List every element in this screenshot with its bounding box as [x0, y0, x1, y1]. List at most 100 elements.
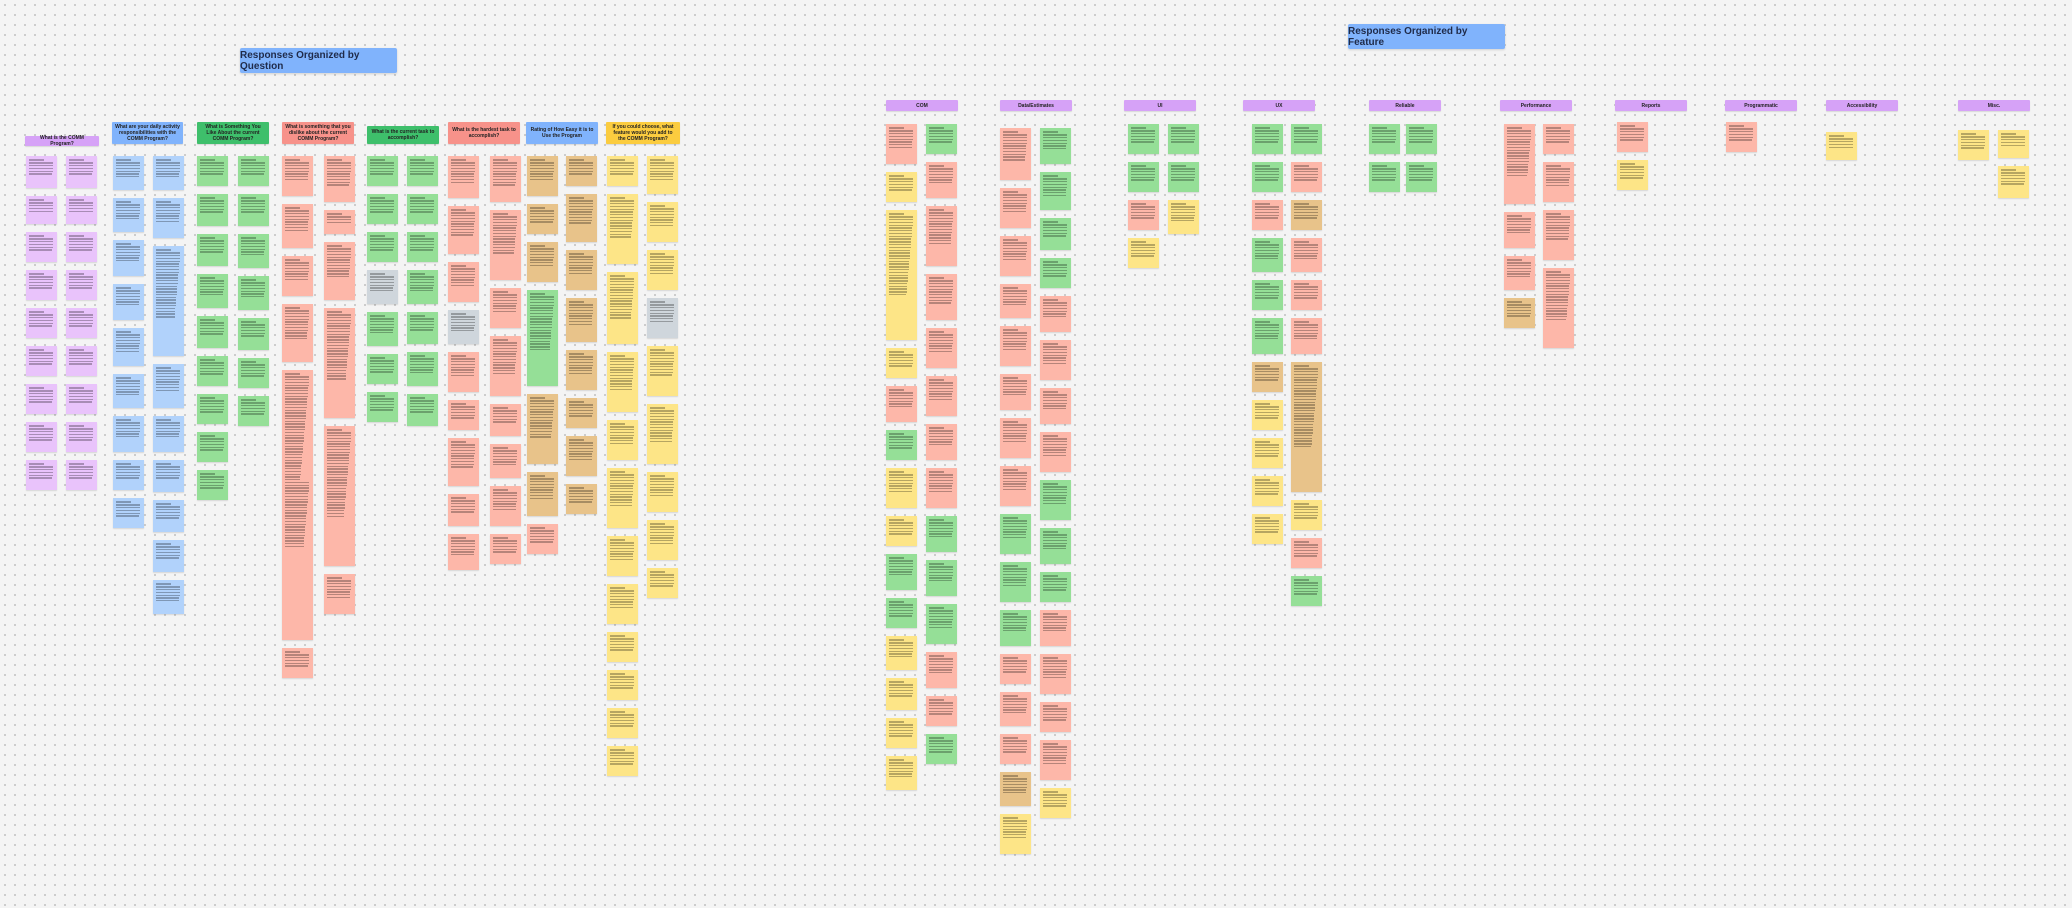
sticky-note[interactable] [1291, 162, 1322, 192]
sticky-note[interactable] [1617, 122, 1648, 152]
sticky-note[interactable] [197, 470, 228, 500]
sticky-note[interactable] [324, 426, 355, 566]
sticky-note[interactable] [197, 156, 228, 186]
sticky-note[interactable] [607, 536, 638, 576]
sticky-note[interactable] [1998, 130, 2029, 158]
header-current-task[interactable]: What is the current task to accomplish? [367, 126, 439, 144]
sticky-note[interactable] [448, 352, 479, 392]
sticky-note[interactable] [1252, 200, 1283, 230]
sticky-note[interactable] [153, 540, 184, 572]
sticky-note[interactable] [1128, 200, 1159, 230]
header-ui[interactable]: UI [1124, 100, 1196, 111]
sticky-note[interactable] [1291, 238, 1322, 272]
sticky-note[interactable] [26, 196, 57, 224]
sticky-note[interactable] [886, 718, 917, 748]
sticky-note[interactable] [367, 156, 398, 186]
sticky-note[interactable] [490, 404, 521, 436]
sticky-note[interactable] [407, 394, 438, 426]
sticky-note[interactable] [1040, 218, 1071, 250]
sticky-note[interactable] [324, 242, 355, 300]
sticky-note[interactable] [238, 194, 269, 226]
sticky-note[interactable] [197, 194, 228, 226]
sticky-note[interactable] [26, 460, 57, 490]
sticky-note[interactable] [113, 374, 144, 408]
sticky-note[interactable] [566, 250, 597, 290]
sticky-note[interactable] [926, 652, 957, 688]
sticky-note[interactable] [1040, 128, 1071, 164]
sticky-note[interactable] [1000, 734, 1031, 764]
sticky-note[interactable] [647, 472, 678, 512]
header-rating[interactable]: Rating of How Easy it is to Use the Prog… [526, 122, 598, 144]
sticky-note[interactable] [1168, 200, 1199, 234]
sticky-note[interactable] [1252, 162, 1283, 192]
sticky-note[interactable] [1000, 128, 1031, 180]
sticky-note[interactable] [26, 384, 57, 414]
sticky-note[interactable] [490, 210, 521, 280]
sticky-note[interactable] [1040, 258, 1071, 288]
sticky-note[interactable] [1826, 132, 1857, 160]
sticky-note[interactable] [1168, 162, 1199, 192]
sticky-note[interactable] [527, 290, 558, 386]
sticky-note[interactable] [1504, 256, 1535, 290]
sticky-note[interactable] [66, 460, 97, 490]
sticky-note[interactable] [1040, 480, 1071, 520]
sticky-note[interactable] [1291, 124, 1322, 154]
sticky-note[interactable] [607, 194, 638, 264]
sticky-note[interactable] [1369, 162, 1400, 192]
sticky-note[interactable] [1504, 212, 1535, 248]
sticky-note[interactable] [1252, 476, 1283, 506]
sticky-note[interactable] [238, 318, 269, 350]
sticky-note[interactable] [1040, 610, 1071, 646]
header-reports[interactable]: Reports [1615, 100, 1687, 111]
sticky-note[interactable] [926, 328, 957, 368]
sticky-note[interactable] [1291, 280, 1322, 310]
sticky-note[interactable] [566, 194, 597, 242]
header-performance[interactable]: Performance [1500, 100, 1572, 111]
sticky-note[interactable] [490, 288, 521, 328]
sticky-note[interactable] [926, 376, 957, 416]
sticky-note[interactable] [566, 298, 597, 342]
sticky-note[interactable] [26, 422, 57, 452]
sticky-note[interactable] [1000, 284, 1031, 318]
sticky-note[interactable] [1291, 500, 1322, 530]
sticky-note[interactable] [527, 242, 558, 282]
sticky-note[interactable] [1000, 654, 1031, 684]
sticky-note[interactable] [1000, 418, 1031, 458]
sticky-note[interactable] [926, 162, 957, 198]
header-daily-responsibilities[interactable]: What are your daily activity responsibil… [112, 122, 183, 144]
sticky-note[interactable] [282, 648, 313, 678]
sticky-note[interactable] [324, 210, 355, 234]
sticky-note[interactable] [282, 256, 313, 296]
sticky-note[interactable] [886, 210, 917, 340]
sticky-note[interactable] [886, 386, 917, 422]
sticky-note[interactable] [1998, 166, 2029, 198]
sticky-note[interactable] [324, 308, 355, 418]
sticky-note[interactable] [1000, 814, 1031, 854]
sticky-note[interactable] [113, 284, 144, 320]
sticky-note[interactable] [926, 206, 957, 266]
sticky-note[interactable] [113, 328, 144, 366]
sticky-note[interactable] [527, 472, 558, 516]
sticky-note[interactable] [367, 392, 398, 422]
sticky-note[interactable] [647, 156, 678, 194]
header-ux[interactable]: UX [1243, 100, 1315, 111]
header-hardest-task[interactable]: What is the hardest task to accomplish? [448, 122, 520, 144]
sticky-note[interactable] [647, 404, 678, 464]
sticky-note[interactable] [282, 204, 313, 248]
sticky-note[interactable] [607, 156, 638, 186]
sticky-note[interactable] [1291, 200, 1322, 230]
sticky-note[interactable] [448, 438, 479, 486]
sticky-note[interactable] [607, 352, 638, 412]
sticky-note[interactable] [197, 356, 228, 386]
sticky-note[interactable] [566, 350, 597, 390]
sticky-note[interactable] [1168, 124, 1199, 154]
sticky-note[interactable] [407, 232, 438, 262]
sticky-note[interactable] [1040, 296, 1071, 332]
sticky-note[interactable] [407, 194, 438, 224]
sticky-note[interactable] [1040, 432, 1071, 472]
sticky-note[interactable] [238, 358, 269, 388]
sticky-note[interactable] [1252, 514, 1283, 544]
header-reliable[interactable]: Reliable [1369, 100, 1441, 111]
sticky-note[interactable] [1252, 124, 1283, 154]
sticky-note[interactable] [886, 172, 917, 202]
